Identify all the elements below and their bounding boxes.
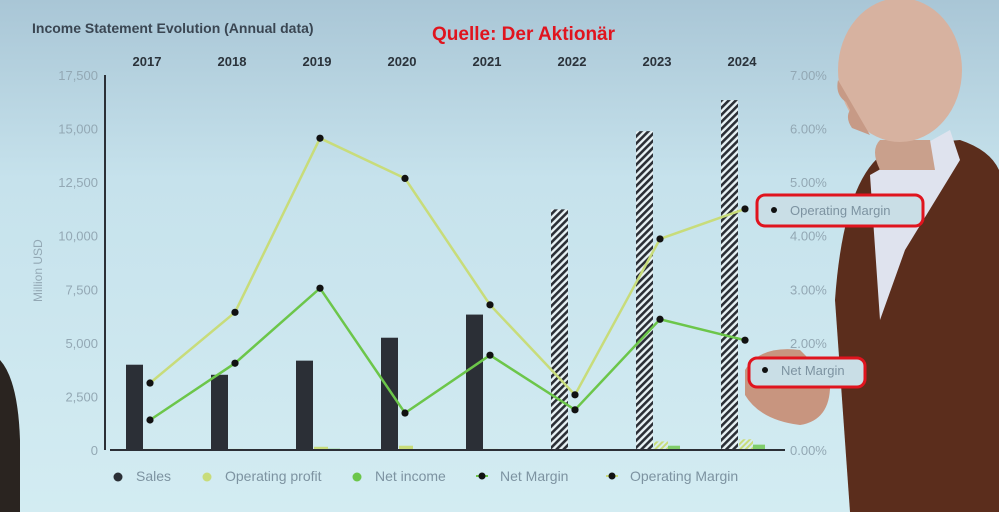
sales-bar <box>721 100 738 451</box>
net-margin-point <box>146 416 154 424</box>
x-tick-label: 2017 <box>133 54 162 69</box>
net-margin-point <box>401 409 409 417</box>
sales-bar <box>466 314 483 450</box>
net-income-bar <box>668 445 680 450</box>
bars <box>126 100 765 451</box>
sales-bar <box>551 209 568 450</box>
net-margin-point <box>571 406 579 414</box>
y-tick-label: 12,500 <box>58 175 98 190</box>
legend-marker-icon <box>202 472 212 482</box>
operating-margin-point <box>656 235 664 243</box>
sales-bar <box>636 131 653 450</box>
callout-operating-margin: Operating Margin <box>755 193 925 228</box>
operating-margin-point <box>401 174 409 182</box>
operating-profit-bar <box>654 441 668 450</box>
legend-label: Sales <box>136 468 171 484</box>
y2-tick-label: 3.00% <box>790 282 827 297</box>
legend-item[interactable]: Net income <box>352 468 447 484</box>
sales-bar <box>211 374 228 450</box>
x-tick-label: 2020 <box>388 54 417 69</box>
sales-bar <box>296 360 313 450</box>
legend-item[interactable]: Operating Margin <box>606 468 738 484</box>
y2-tick-label: 2.00% <box>790 336 827 351</box>
legend-marker-icon <box>608 472 616 480</box>
y-tick-label: 17,500 <box>58 68 98 83</box>
net-margin-point <box>486 351 494 359</box>
y2-tick-label: 4.00% <box>790 229 827 244</box>
net-margin-point <box>741 336 749 344</box>
operating-margin-point <box>231 308 239 316</box>
y2-tick-label: 7.00% <box>790 68 827 83</box>
legend-item[interactable]: Operating profit <box>202 468 322 484</box>
chart-title: Income Statement Evolution (Annual data) <box>32 20 314 36</box>
legend: Sales Operating profit Net income Net Margi… <box>113 468 738 484</box>
y-axis-label: Million USD <box>31 239 45 302</box>
y2-tick-label: 0.00% <box>790 443 827 458</box>
x-axis-ticks: 2017 2018 2019 2020 2021 2022 2023 2024 <box>133 54 758 69</box>
legend-marker-icon <box>478 472 486 480</box>
callout-net-margin: Net Margin <box>747 356 867 389</box>
y-tick-label: 7,500 <box>65 282 98 297</box>
net-margin-point <box>656 315 664 323</box>
net-income-bar <box>753 444 765 450</box>
sales-bar <box>381 337 398 450</box>
y-tick-label: 5,000 <box>65 336 98 351</box>
x-tick-label: 2022 <box>558 54 587 69</box>
x-tick-label: 2024 <box>728 54 758 69</box>
operating-margin-line <box>149 136 746 397</box>
net-margin-point <box>316 284 324 292</box>
operating-profit-bar <box>739 439 753 450</box>
y-tick-label: 2,500 <box>65 389 98 404</box>
sales-bar <box>126 364 143 450</box>
operating-profit-bar <box>399 445 413 450</box>
x-tick-label: 2019 <box>303 54 332 69</box>
y2-axis-ticks: 0.00% 2.00% 3.00% 4.00% 5.00% 6.00% 7.00% <box>790 68 827 458</box>
net-margin-line <box>149 286 746 422</box>
y-axis-ticks: 0 2,500 5,000 7,500 10,000 12,500 15,000 17,500 <box>58 68 98 458</box>
margin-lines <box>146 134 749 424</box>
operating-margin-point <box>571 391 579 399</box>
operating-margin-point <box>316 134 324 142</box>
legend-marker-icon <box>113 472 123 482</box>
y-tick-label: 10,000 <box>58 229 98 244</box>
source-note: Quelle: Der Aktionär <box>432 24 616 45</box>
x-tick-label: 2021 <box>473 54 502 69</box>
y2-tick-label: 6.00% <box>790 122 827 137</box>
operating-profit-bar <box>314 446 328 450</box>
operating-margin-point <box>486 301 494 309</box>
operating-margin-point <box>146 379 154 387</box>
legend-label: Operating profit <box>225 468 322 484</box>
callout-net-margin-label: Net Margin <box>781 363 845 378</box>
legend-item[interactable]: Sales <box>113 468 172 484</box>
y-tick-label: 15,000 <box>58 122 98 137</box>
y2-tick-label: 5.00% <box>790 175 827 190</box>
y-tick-label: 0 <box>91 443 98 458</box>
x-tick-label: 2018 <box>218 54 247 69</box>
legend-marker-icon <box>352 472 362 482</box>
x-tick-label: 2023 <box>643 54 672 69</box>
legend-label: Net Margin <box>500 468 568 484</box>
net-margin-point <box>231 359 239 367</box>
legend-label: Net income <box>375 468 446 484</box>
legend-item[interactable]: Net Margin <box>476 468 568 484</box>
operating-margin-point <box>741 205 749 213</box>
legend-label: Operating Margin <box>630 468 738 484</box>
callout-operating-margin-label: Operating Margin <box>790 203 890 218</box>
